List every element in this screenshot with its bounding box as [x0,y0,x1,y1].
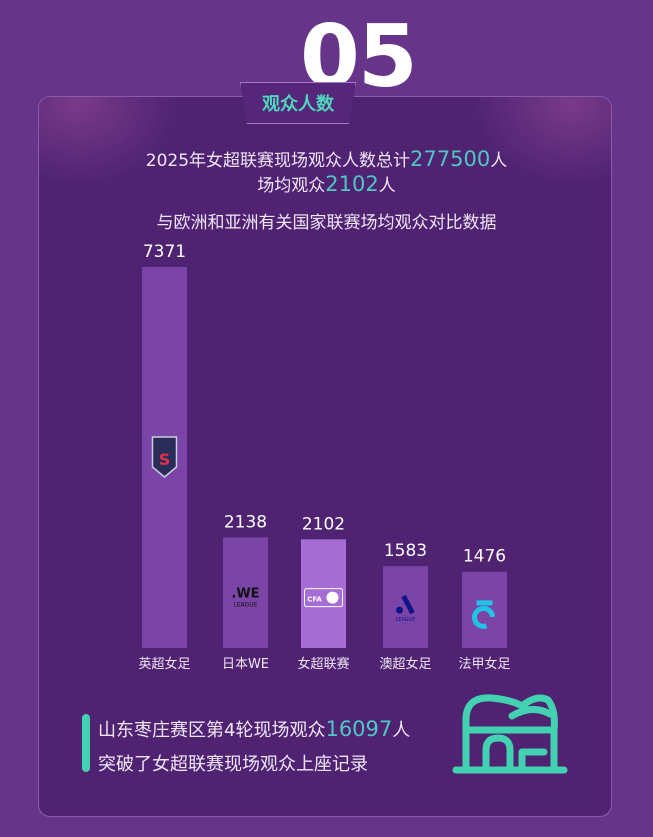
chart-title: 与欧洲和亚洲有关国家联赛场均观众对比数据 [156,213,497,233]
svg-text:LEAGUE: LEAGUE [396,617,416,623]
record-line-1: 山东枣庄赛区第4轮现场观众16097人 [82,712,410,748]
summary-line-1: 2025年女超联赛现场观众人数总计277500人 [0,146,653,171]
value-label: 7371 [143,242,186,262]
accent-bar [82,714,90,772]
bar-2 [301,539,346,648]
value-label: 2102 [302,514,345,534]
unit: 人 [490,151,508,171]
content-card [38,96,612,817]
a-league-women-icon: LEAGUE [396,594,416,623]
summary-text: 场均观众 [257,176,326,196]
d1-arkema-icon [472,600,495,629]
summary-text: 2025年女超联赛现场观众人数总计 [145,151,411,171]
value-label: 2138 [224,512,267,532]
stadium-icon [452,694,568,774]
record-attendance: 16097 [325,717,393,741]
category-label: 澳超女足 [379,656,431,672]
record-note: 山东枣庄赛区第4轮现场观众16097人 突破了女超联赛现场观众上座记录 [82,712,410,782]
bar-3 [383,566,428,648]
value-label: 1583 [384,541,427,561]
wsl-shield-icon: S [151,436,178,478]
category-label: 英超女足 [138,656,190,672]
total-attendance: 277500 [410,147,491,171]
svg-text:LEAGUE: LEAGUE [234,602,258,609]
unit: 人 [392,720,411,741]
svg-text:CFA: CFA [307,596,322,604]
record-line-2: 突破了女超联赛现场观众上座记录 [98,754,368,775]
average-attendance: 2102 [325,172,379,196]
record-text: 山东枣庄赛区第4轮现场观众 [98,720,326,741]
svg-text:S: S [159,450,171,469]
unit: 人 [378,176,396,196]
bar-1 [223,537,268,648]
summary-line-2: 场均观众2102人 [0,171,653,196]
category-label: 法甲女足 [458,656,510,672]
cfa-league-icon: CFA [304,588,343,608]
svg-text:.WE: .WE [231,587,259,602]
category-label: 女超联赛 [297,656,349,672]
value-label: 1476 [463,547,506,567]
category-label: 日本WE [222,657,269,672]
